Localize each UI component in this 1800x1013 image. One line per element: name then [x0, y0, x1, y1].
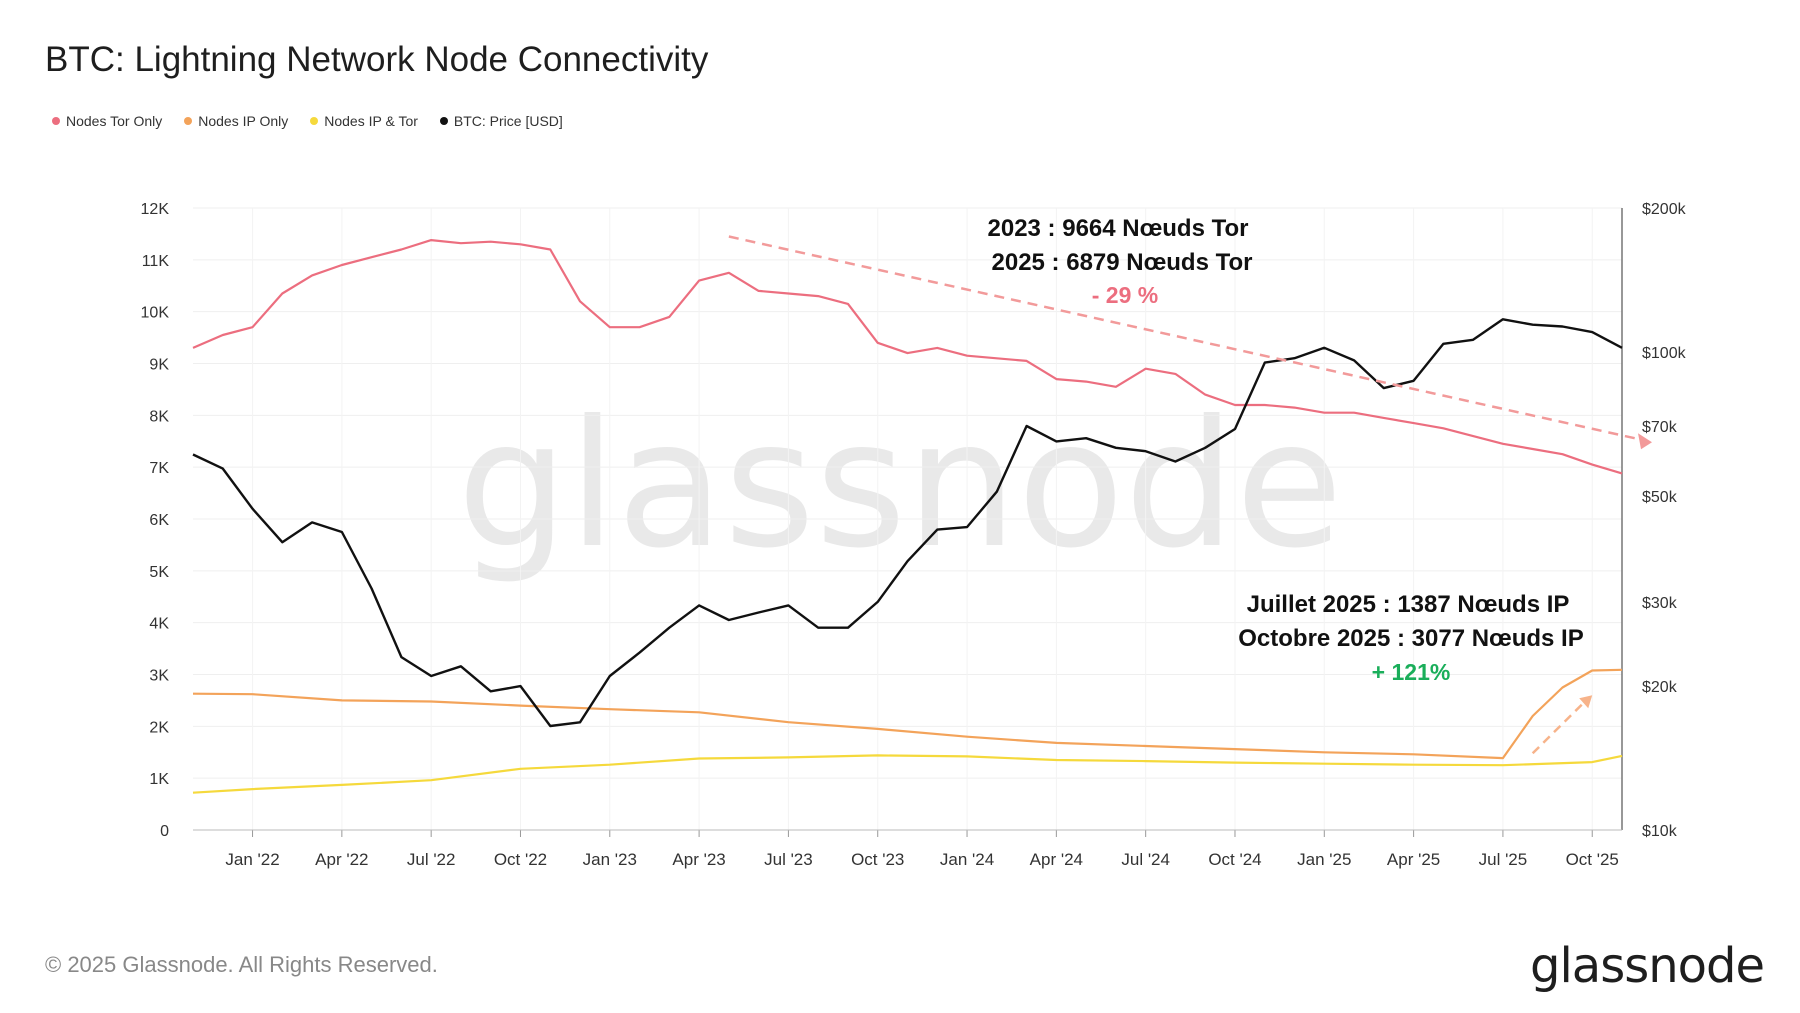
y-left-tick-label: 4K [149, 616, 169, 633]
x-tick-label: Apr '23 [672, 850, 725, 869]
y-left-tick-label: 10K [141, 305, 170, 322]
y-axis-right: $10k $20k $30k $50k $70k $100k $200k [1621, 201, 1687, 840]
legend-item-ip[interactable]: Nodes IP Only [184, 113, 288, 129]
series-line-iptor[interactable] [192, 754, 1623, 794]
annotation-tor-2023: 2023 : 9664 Nœuds Tor [988, 215, 1249, 242]
y-left-tick-label: 9K [149, 357, 169, 374]
series-line-btc-price[interactable] [192, 318, 1623, 728]
grid [193, 207, 1622, 831]
x-tick-label: Jan '22 [225, 850, 279, 869]
series-layer [192, 239, 1623, 794]
x-tick-label: Apr '22 [315, 850, 368, 869]
legend-dot-ip [184, 117, 193, 125]
tor-trend-arrowhead [1638, 433, 1652, 450]
y-right-tick-label: $20k [1642, 679, 1678, 696]
y-right-tick-label: $200k [1642, 201, 1687, 218]
legend-label-tor: Nodes Tor Only [66, 113, 163, 129]
x-axis: Jan '22 Apr '22 Jul '22 Oct '22 Jan '23 Apr '… [193, 829, 1622, 869]
legend-dot-tor [52, 117, 60, 125]
tor-trend-arrow-line [728, 235, 1645, 442]
chart-title: BTC: Lightning Network Node Connectivity [45, 40, 709, 79]
x-tick-label: Jul '24 [1121, 850, 1170, 869]
y-right-tick-label: $30k [1642, 595, 1678, 612]
watermark: glassnode [457, 384, 1343, 587]
y-left-tick-label: 3K [149, 668, 169, 685]
y-left-tick-label: 8K [149, 408, 169, 425]
x-tick-label: Oct '25 [1566, 850, 1619, 869]
x-tick-label: Oct '23 [851, 850, 904, 869]
legend-label-iptor: Nodes IP & Tor [324, 113, 418, 129]
series-line-ip[interactable] [192, 668, 1623, 760]
y-right-tick-label: $100k [1642, 345, 1687, 362]
x-tick-label: Apr '25 [1387, 850, 1440, 869]
legend-dot-price [439, 117, 448, 125]
annotation-ip-october: Octobre 2025 : 3077 Nœuds IP [1238, 625, 1583, 652]
glassnode-logo[interactable]: glassnode [1529, 938, 1765, 994]
x-tick-label: Oct '22 [494, 850, 547, 869]
x-tick-label: Jan '23 [583, 850, 637, 869]
legend-item-iptor[interactable]: Nodes IP & Tor [310, 113, 418, 129]
y-right-tick-label: $50k [1642, 489, 1678, 506]
x-tick-label: Apr '24 [1030, 850, 1083, 869]
y-axis-left: 0 1K 2K 3K 4K 5K 6K 7K 8K 9K 10K 11K 12K [141, 201, 170, 840]
x-tick-label: Jan '24 [940, 850, 994, 869]
x-tick-label: Jul '23 [764, 850, 813, 869]
y-left-tick-label: 0 [160, 823, 169, 840]
ip-trend-arrowhead [1579, 695, 1593, 709]
legend-label-price: BTC: Price [USD] [453, 113, 563, 129]
y-left-tick-label: 12K [141, 201, 170, 218]
trend-arrows [728, 235, 1652, 755]
y-right-tick-label: $10k [1642, 823, 1678, 840]
annotation-ip-pct: + 121% [1372, 659, 1451, 685]
legend-dot-iptor [310, 117, 319, 125]
y-left-tick-label: 1K [149, 771, 169, 788]
annotation-ip-july: Juillet 2025 : 1387 Nœuds IP [1247, 591, 1570, 618]
annotations: 2023 : 9664 Nœuds Tor 2025 : 6879 Nœuds … [988, 215, 1584, 685]
x-tick-label: Jul '25 [1479, 850, 1528, 869]
x-tick-label: Jul '22 [407, 850, 456, 869]
legend-label-ip: Nodes IP Only [198, 113, 289, 129]
y-left-tick-label: 11K [142, 253, 170, 270]
copyright: © 2025 Glassnode. All Rights Reserved. [45, 952, 438, 977]
annotation-tor-2025: 2025 : 6879 Nœuds Tor [992, 249, 1253, 276]
x-tick-label: Oct '24 [1208, 850, 1261, 869]
y-right-tick-label: $70k [1642, 419, 1678, 436]
legend-item-tor[interactable]: Nodes Tor Only [52, 113, 162, 129]
legend: Nodes Tor Only Nodes IP Only Nodes IP & … [52, 113, 563, 129]
y-left-tick-label: 6K [149, 512, 169, 529]
ip-trend-arrow-line [1531, 699, 1588, 755]
y-left-tick-label: 5K [149, 564, 169, 581]
legend-item-price[interactable]: BTC: Price [USD] [439, 113, 563, 129]
x-tick-label: Jan '25 [1297, 850, 1351, 869]
series-line-tor[interactable] [192, 239, 1623, 475]
y-left-tick-label: 7K [149, 460, 169, 477]
annotation-tor-pct: - 29 % [1092, 282, 1158, 308]
y-left-tick-label: 2K [149, 719, 169, 736]
